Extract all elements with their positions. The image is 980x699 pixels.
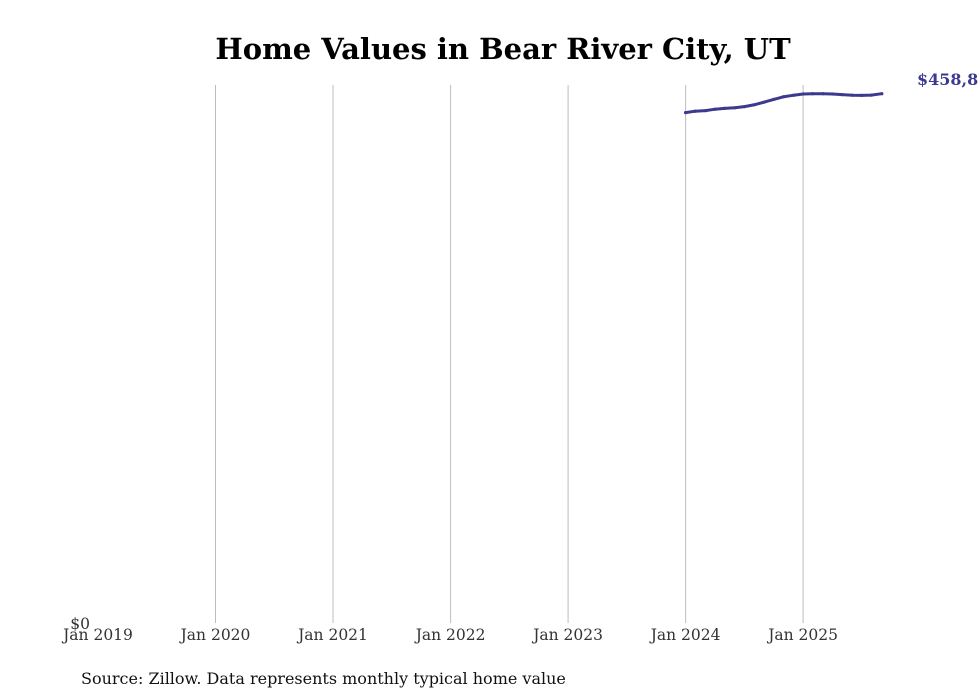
chart-title: Home Values in Bear River City, UT: [215, 32, 791, 66]
series-layer: [684, 92, 884, 115]
data-point: [810, 92, 815, 96]
x-tick-label: Jan 2023: [531, 626, 603, 644]
x-tick-label: Jan 2019: [61, 626, 133, 644]
x-tick-label: Jan 2022: [414, 626, 486, 644]
data-point: [713, 107, 717, 111]
data-point: [792, 93, 796, 97]
data-point: [704, 109, 708, 113]
data-point: [742, 105, 747, 109]
end-value-label: $458,8: [917, 70, 978, 89]
data-point: [840, 93, 844, 97]
data-point: [684, 111, 688, 115]
y-axis-zero-label: $0: [70, 615, 90, 633]
data-point: [880, 92, 884, 96]
data-point: [801, 92, 805, 96]
source-note: Source: Zillow. Data represents monthly …: [81, 669, 566, 688]
x-axis-ticks: Jan 2019 Jan 2020 Jan 2021 Jan 2022 Jan 2023…: [61, 626, 838, 644]
data-point: [772, 97, 776, 101]
data-point: [781, 95, 785, 99]
data-point: [821, 92, 825, 96]
x-tick-label: Jan 2024: [649, 626, 721, 644]
data-point: [693, 109, 697, 113]
data-point: [869, 93, 873, 97]
x-tick-label: Jan 2021: [296, 626, 368, 644]
grid-lines: [215, 85, 804, 623]
data-point: [850, 93, 855, 97]
data-point: [722, 106, 727, 110]
data-point: [860, 93, 864, 97]
data-point: [752, 103, 756, 107]
data-point: [762, 100, 766, 104]
x-tick-label: Jan 2020: [179, 626, 251, 644]
data-point: [830, 92, 835, 96]
data-point: [733, 106, 737, 110]
x-tick-label: Jan 2025: [766, 626, 838, 644]
